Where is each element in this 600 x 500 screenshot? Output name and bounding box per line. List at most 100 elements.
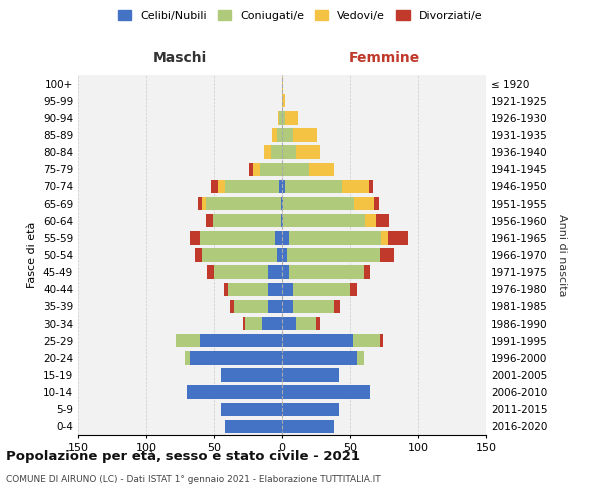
Bar <box>282 94 285 108</box>
Bar <box>221 402 282 416</box>
Bar <box>293 300 334 313</box>
Bar <box>282 248 287 262</box>
Bar <box>275 231 282 244</box>
Bar <box>211 180 218 193</box>
Bar <box>283 197 354 210</box>
Bar <box>212 214 281 228</box>
Bar <box>380 248 394 262</box>
Bar <box>271 146 282 159</box>
Bar <box>197 197 202 210</box>
Bar <box>218 180 225 193</box>
Bar <box>282 334 353 347</box>
Bar <box>296 317 316 330</box>
Bar <box>282 420 334 433</box>
Bar <box>350 282 357 296</box>
Bar <box>296 146 320 159</box>
Bar <box>281 197 282 210</box>
Bar <box>279 180 282 193</box>
Bar <box>369 180 373 193</box>
Bar <box>381 231 388 244</box>
Bar <box>282 180 285 193</box>
Text: Maschi: Maschi <box>153 51 207 65</box>
Y-axis label: Anni di nascita: Anni di nascita <box>557 214 567 296</box>
Bar <box>187 386 282 399</box>
Bar <box>287 248 380 262</box>
Bar <box>282 231 289 244</box>
Bar <box>282 111 285 124</box>
Bar <box>282 351 357 364</box>
Bar <box>253 162 260 176</box>
Bar <box>374 197 379 210</box>
Bar <box>200 231 275 244</box>
Bar <box>281 214 282 228</box>
Bar <box>200 334 282 347</box>
Bar <box>202 197 206 210</box>
Bar <box>388 231 409 244</box>
Bar <box>262 317 282 330</box>
Bar <box>376 214 389 228</box>
Bar <box>272 128 277 141</box>
Bar <box>190 231 200 244</box>
Bar <box>221 368 282 382</box>
Bar <box>250 162 253 176</box>
Bar <box>202 248 277 262</box>
Bar <box>242 317 245 330</box>
Bar <box>206 214 212 228</box>
Bar <box>225 420 282 433</box>
Bar <box>278 111 279 124</box>
Bar <box>265 146 271 159</box>
Bar <box>309 162 334 176</box>
Bar <box>282 266 289 279</box>
Y-axis label: Fasce di età: Fasce di età <box>28 222 37 288</box>
Bar <box>293 128 317 141</box>
Bar <box>268 300 282 313</box>
Bar <box>195 248 202 262</box>
Bar <box>190 351 282 364</box>
Bar <box>334 300 340 313</box>
Bar <box>282 214 283 228</box>
Bar <box>365 214 376 228</box>
Bar <box>354 197 374 210</box>
Bar <box>279 111 282 124</box>
Bar <box>227 282 268 296</box>
Bar <box>185 351 190 364</box>
Bar <box>224 282 227 296</box>
Bar <box>225 180 279 193</box>
Bar <box>176 334 200 347</box>
Bar <box>235 300 268 313</box>
Bar <box>282 162 309 176</box>
Bar <box>283 214 365 228</box>
Bar <box>282 300 293 313</box>
Bar <box>293 282 350 296</box>
Bar <box>316 317 320 330</box>
Bar <box>245 317 262 330</box>
Bar <box>268 266 282 279</box>
Bar <box>282 402 339 416</box>
Bar <box>282 128 293 141</box>
Text: Femmine: Femmine <box>349 51 419 65</box>
Bar <box>353 334 380 347</box>
Bar <box>289 266 364 279</box>
Legend: Celibi/Nubili, Coniugati/e, Vedovi/e, Divorziati/e: Celibi/Nubili, Coniugati/e, Vedovi/e, Di… <box>113 6 487 25</box>
Bar <box>282 146 296 159</box>
Text: Popolazione per età, sesso e stato civile - 2021: Popolazione per età, sesso e stato civil… <box>6 450 360 463</box>
Bar <box>277 128 282 141</box>
Bar <box>268 282 282 296</box>
Bar <box>282 317 296 330</box>
Bar <box>207 266 214 279</box>
Bar <box>282 368 339 382</box>
Bar <box>282 282 293 296</box>
Bar <box>282 77 283 90</box>
Bar <box>282 386 370 399</box>
Text: COMUNE DI AIRUNO (LC) - Dati ISTAT 1° gennaio 2021 - Elaborazione TUTTITALIA.IT: COMUNE DI AIRUNO (LC) - Dati ISTAT 1° ge… <box>6 475 380 484</box>
Bar <box>380 334 383 347</box>
Bar <box>289 231 381 244</box>
Bar <box>214 266 268 279</box>
Bar <box>364 266 370 279</box>
Bar <box>260 162 282 176</box>
Bar <box>230 300 235 313</box>
Bar <box>285 111 298 124</box>
Bar <box>357 351 364 364</box>
Bar <box>277 248 282 262</box>
Bar <box>342 180 369 193</box>
